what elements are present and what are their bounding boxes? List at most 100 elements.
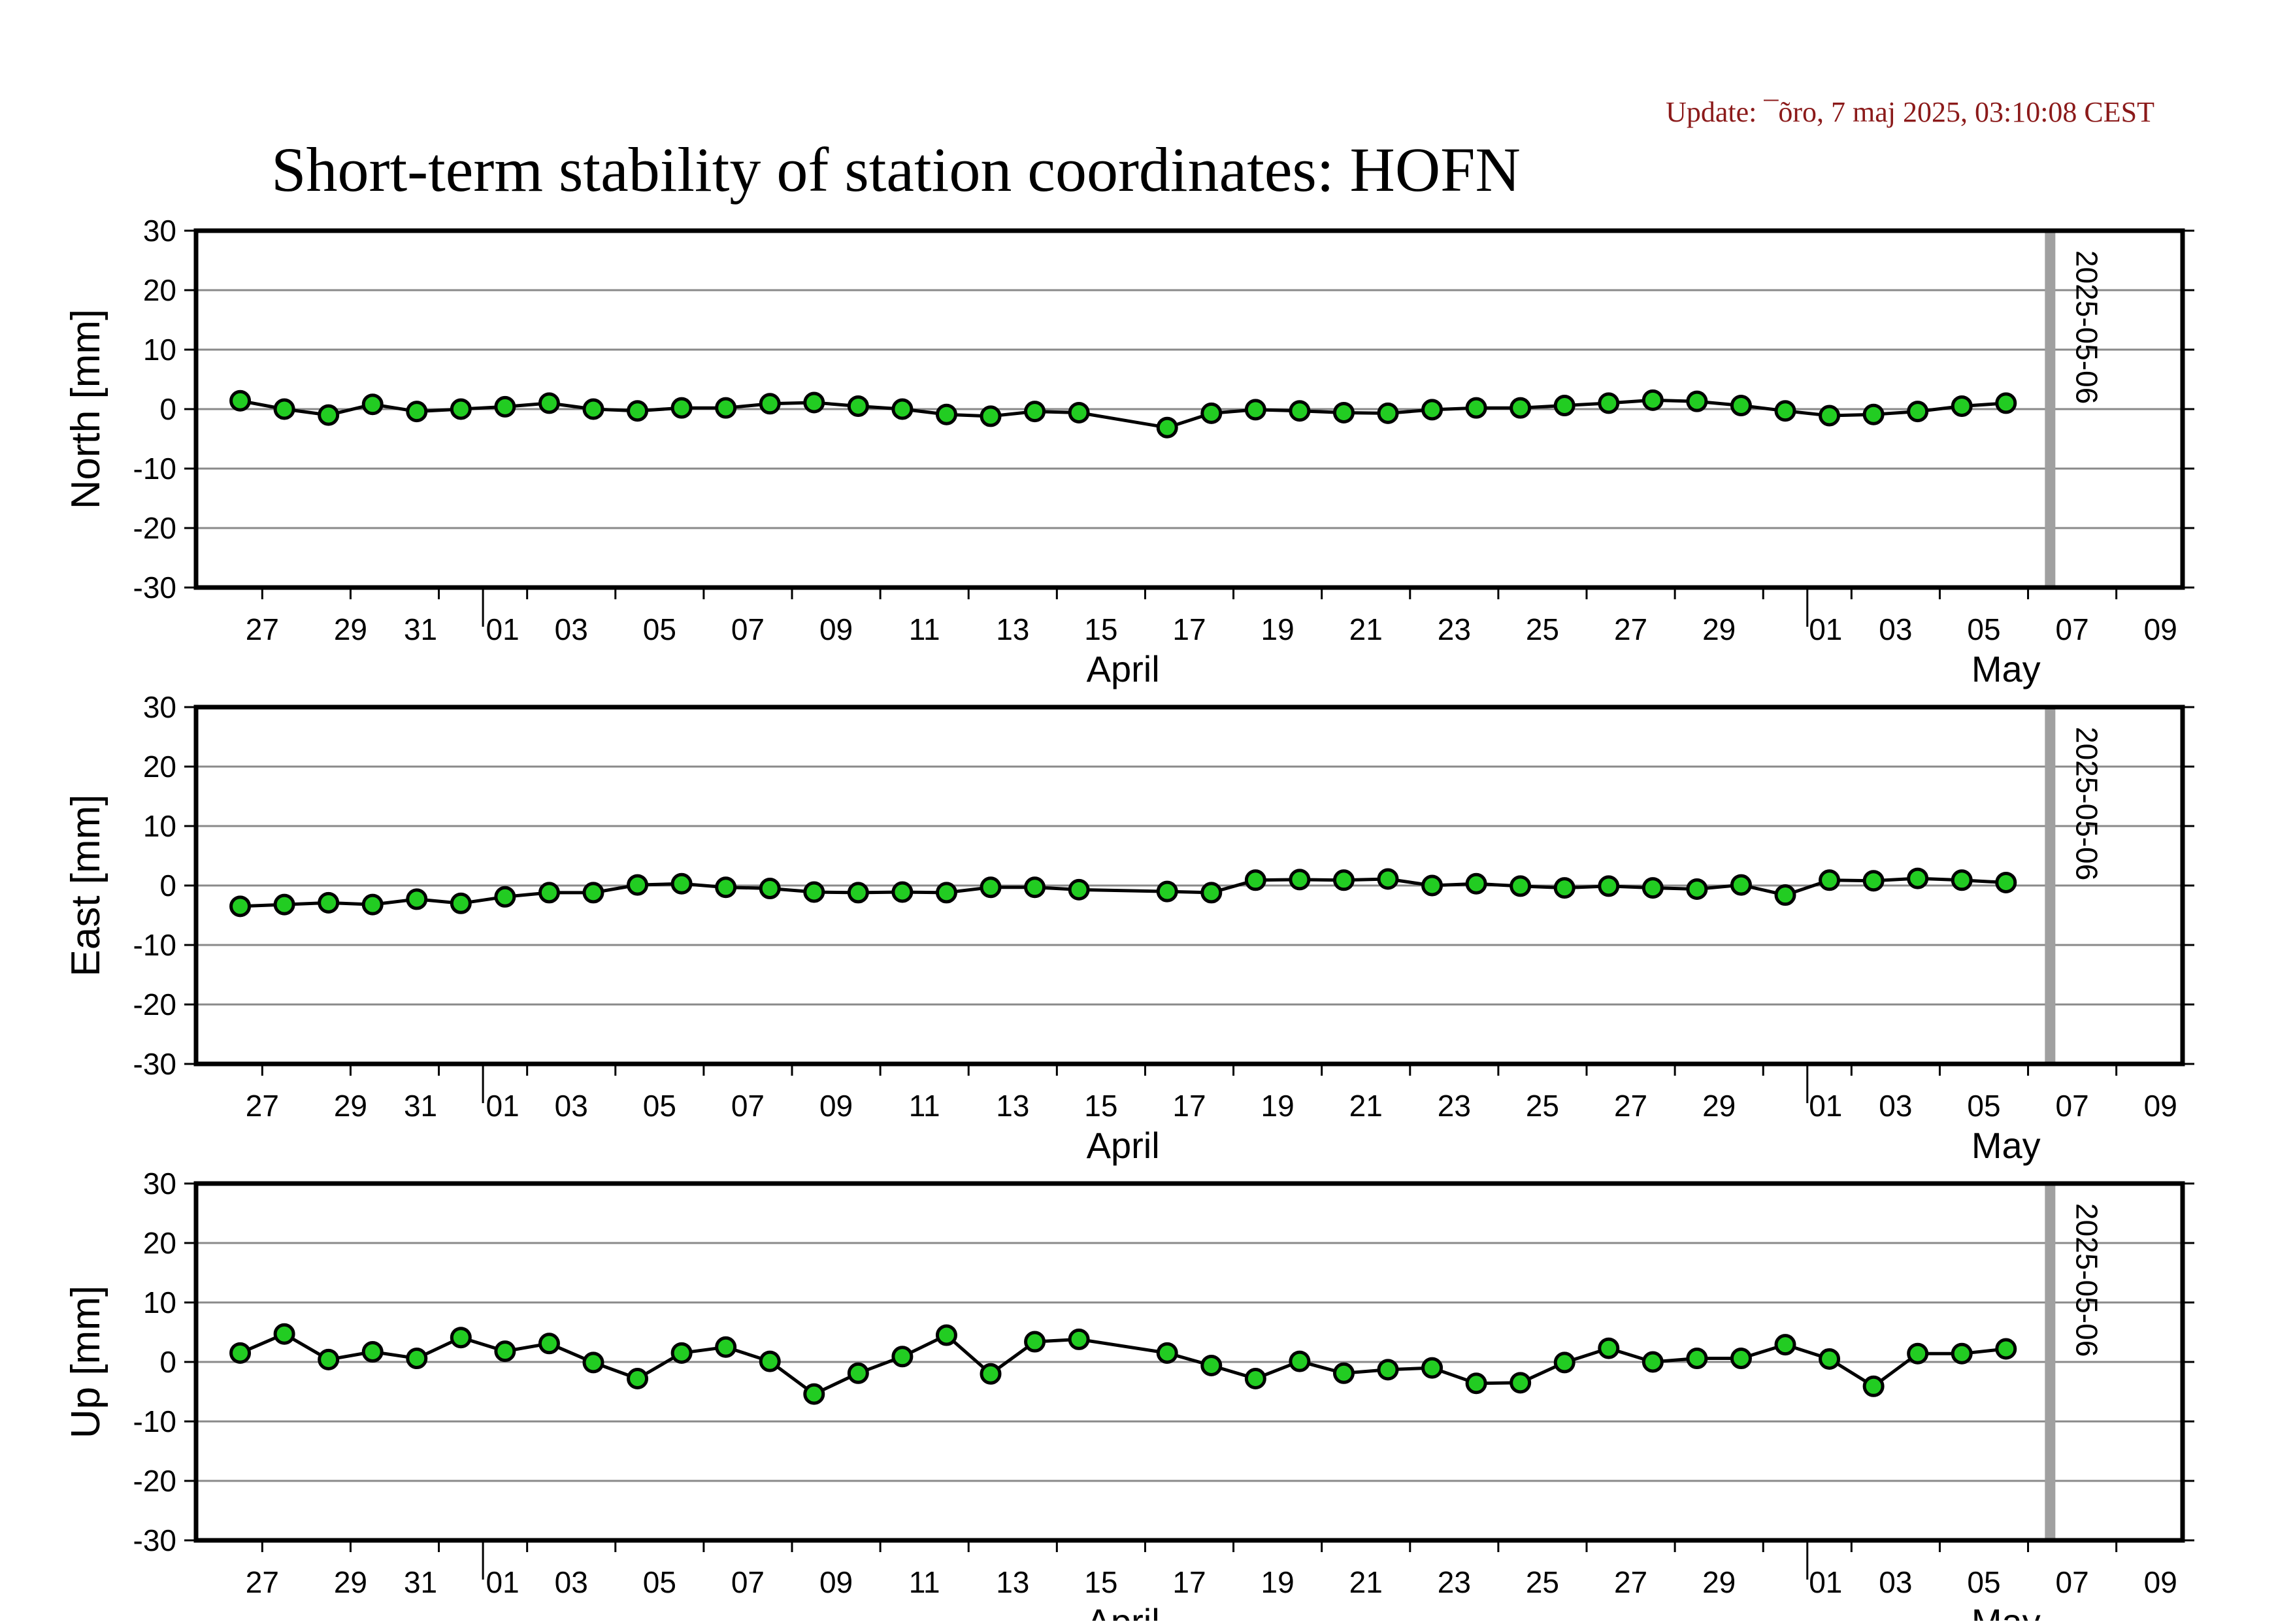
data-point [1730,1348,1752,1370]
data-point [1465,1372,1487,1395]
data-point [1465,397,1487,419]
x-tick-label: 03 [1879,1089,1912,1123]
x-tick-label: 13 [996,1089,1029,1123]
x-tick-label: 09 [2144,1089,2177,1123]
x-tick-label: 23 [1438,1089,1471,1123]
data-point [1553,1351,1575,1374]
x-tick-label: 03 [1879,612,1912,646]
data-point [273,893,295,916]
x-tick-label: 31 [404,612,437,646]
x-tick-label: 05 [643,1089,676,1123]
data-point [627,1367,649,1389]
data-point [670,1342,693,1364]
data-point [450,1327,472,1349]
data-point [715,1336,737,1358]
x-tick-label: 01 [486,612,520,646]
data-point [1024,1331,1046,1353]
y-tick-label: -10 [133,1404,176,1438]
data-point [1641,1351,1664,1373]
y-tick-label: 30 [143,690,176,724]
data-point [803,881,825,903]
data-point [759,878,781,900]
data-point [538,1333,560,1355]
data-point [1421,399,1443,421]
data-point [1819,869,1841,891]
x-tick-label: 09 [2144,1565,2177,1599]
x-tick-label: 23 [1438,1565,1471,1599]
x-tick-label: 27 [246,612,279,646]
y-tick-label: 20 [143,1226,176,1260]
date-marker-label: 2025-05-06 [2070,1203,2103,1357]
x-tick-label: 09 [2144,612,2177,646]
data-point [980,1363,1002,1385]
data-point [1774,884,1796,906]
data-point [538,882,560,904]
data-point [1377,868,1399,890]
data-point [1509,397,1532,419]
data-point [847,882,869,904]
y-tick-label: 0 [159,869,176,903]
data-point [494,395,516,418]
data-point [582,882,604,904]
x-tick-label: 17 [1172,612,1206,646]
data-point [1553,877,1575,899]
y-tick-label: 10 [143,333,176,367]
data-point [273,398,295,420]
data-point [1421,1357,1443,1379]
date-marker-label: 2025-05-06 [2070,727,2103,880]
plot-frame [193,228,2185,590]
data-point [1730,874,1752,896]
x-tick-label: 01 [1809,612,1842,646]
x-tick-label: 27 [246,1565,279,1599]
x-tick-label: 05 [1967,1565,2000,1599]
y-tick-label: -30 [133,571,176,605]
x-tick-label: 03 [1879,1565,1912,1599]
x-tick-label: 27 [1614,1565,1647,1599]
x-tick-label: 07 [731,612,765,646]
x-tick-label: 23 [1438,612,1471,646]
data-point [1686,390,1708,412]
data-point [229,1342,252,1364]
data-point [980,876,1002,899]
data-point [406,888,428,910]
data-point [1951,869,1973,891]
data-point [847,1362,869,1384]
y-axis-label: North [mm] [63,309,108,510]
data-point [1421,874,1443,897]
x-tick-label: 29 [1702,612,1736,646]
x-tick-label: 29 [1702,1089,1736,1123]
data-point [1774,1334,1796,1356]
data-point [715,876,737,899]
series-line [240,398,2006,429]
data-point [935,1324,957,1346]
x-tick-label: 21 [1349,1565,1383,1599]
y-tick-label: -10 [133,452,176,486]
x-tick-label: 25 [1526,612,1559,646]
data-point [1156,880,1178,903]
data-point [538,392,560,414]
data-point [361,393,384,416]
data-point [670,397,693,419]
data-point [670,872,693,895]
data-point [759,1350,781,1372]
data-point [803,1383,825,1405]
data-point [1819,1348,1841,1370]
data-point [1907,401,1929,423]
x-tick-label: 03 [555,612,588,646]
x-tick-label: 19 [1261,1089,1295,1123]
data-point [1553,395,1575,417]
x-tick-label: 21 [1349,1089,1383,1123]
data-point [759,393,781,415]
data-point [803,391,825,414]
plot-frame [193,704,2185,1067]
y-axis-label: East [mm] [63,794,108,976]
data-point [318,891,340,914]
x-tick-label: 27 [246,1089,279,1123]
x-tick-label: 29 [1702,1565,1736,1599]
data-point [1377,1359,1399,1381]
panels: 30 20 10 0 -10 -20 -30 27 29 31 01 03 05 07 09 11 13 15 17… [63,214,2194,1624]
data-point [406,401,428,423]
data-point [627,400,649,422]
data-point [1862,870,1885,892]
